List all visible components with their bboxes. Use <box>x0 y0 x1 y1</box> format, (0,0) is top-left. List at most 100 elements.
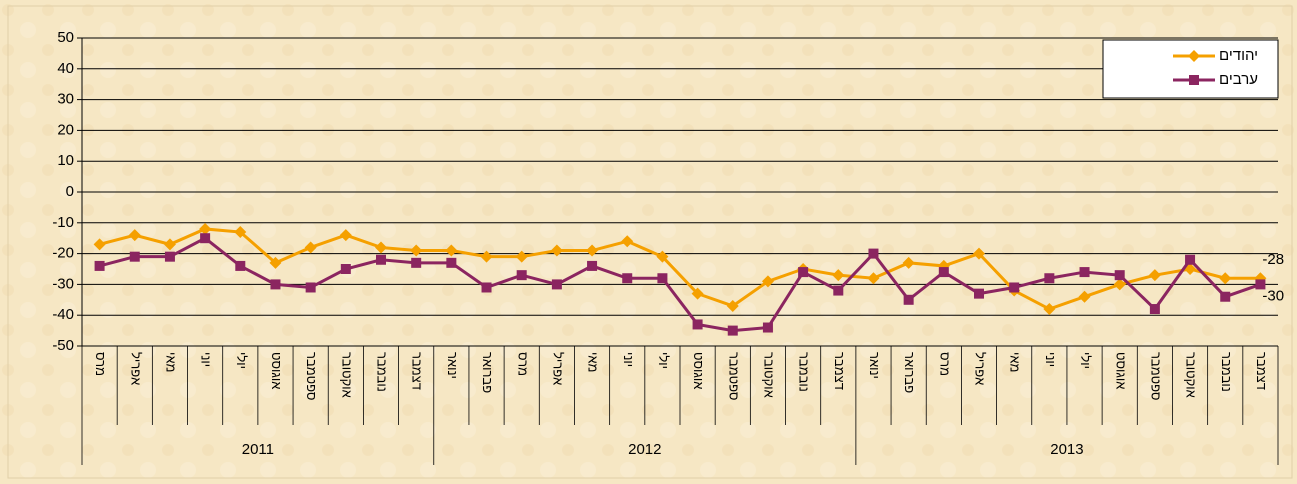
data-label: -28 <box>1262 251 1284 268</box>
data-point <box>305 282 316 293</box>
data-point <box>587 260 598 271</box>
legend: יהודים ערבים <box>1102 39 1279 99</box>
data-point <box>762 322 773 333</box>
x-tick-label: פברואר <box>902 352 917 393</box>
legend-box <box>1102 39 1279 99</box>
x-tick-label: אפריל <box>550 352 565 385</box>
x-tick-label: נובמבר <box>375 352 390 392</box>
data-point <box>1220 291 1231 302</box>
x-tick-label: ספטמבר <box>726 352 741 400</box>
data-point <box>234 226 247 239</box>
data-point <box>376 254 386 265</box>
y-tick-label: -30 <box>52 275 74 292</box>
data-label: -30 <box>1262 287 1284 304</box>
x-tick-label: נובמבר <box>1219 352 1234 392</box>
data-point <box>94 260 105 271</box>
data-point <box>1079 267 1090 278</box>
x-tick-label: אוקטובר <box>339 352 354 398</box>
x-tick-label: ספטמבר <box>1148 352 1163 400</box>
data-point <box>445 244 458 257</box>
y-tick-label: 50 <box>57 29 74 46</box>
y-tick-label: -50 <box>52 337 74 354</box>
data-point <box>833 285 844 296</box>
data-point <box>550 244 563 257</box>
data-point <box>164 251 175 262</box>
data-point <box>692 319 703 330</box>
x-tick-label: יוני <box>621 352 636 367</box>
data-point <box>832 269 845 282</box>
y-tick-label: 0 <box>66 183 74 200</box>
x-tick-label: דצמבר <box>1254 352 1269 390</box>
data-point <box>411 257 422 268</box>
x-tick-label: אוקטובר <box>762 352 777 398</box>
x-tick-label: נובמבר <box>797 352 812 392</box>
x-tick-label: אוקטובר <box>1184 352 1199 398</box>
x-tick-label: דצמבר <box>410 352 425 390</box>
data-point <box>657 273 668 284</box>
chart-border <box>7 5 1293 479</box>
x-tick-label: אוגוסט <box>1113 352 1128 389</box>
y-tick-label: -40 <box>52 306 74 323</box>
legend-label: יהודים <box>1219 47 1258 64</box>
data-point <box>481 282 492 293</box>
data-point <box>340 264 351 274</box>
data-point <box>1043 303 1056 316</box>
data-point <box>339 229 352 242</box>
data-point <box>1149 304 1160 315</box>
x-tick-label: ינואר <box>445 352 460 379</box>
year-label: 2011 <box>242 441 274 458</box>
data-point <box>200 233 211 244</box>
data-point <box>1114 270 1125 281</box>
data-point <box>1009 282 1020 293</box>
x-tick-label: מרס <box>937 352 952 376</box>
data-point <box>270 279 281 290</box>
y-tick-label: 40 <box>57 60 74 77</box>
x-tick-label: ספטמבר <box>304 352 319 400</box>
x-tick-label: יוני <box>1043 352 1058 367</box>
data-point <box>199 222 212 235</box>
data-point <box>93 238 106 251</box>
legend-label: ערבים <box>1219 71 1258 88</box>
data-point <box>867 272 880 285</box>
data-point <box>129 251 140 262</box>
x-tick-label: יולי <box>656 352 671 369</box>
data-point <box>798 267 809 278</box>
data-point <box>938 267 949 278</box>
data-point <box>761 275 774 288</box>
x-tick-label: מאי <box>164 352 179 372</box>
x-tick-label: אפריל <box>973 352 988 385</box>
data-point <box>656 250 669 263</box>
data-point <box>1255 279 1266 290</box>
year-label: 2013 <box>1050 441 1083 458</box>
series-line <box>99 236 1261 333</box>
x-tick-label: יולי <box>1078 352 1093 369</box>
data-point <box>726 299 739 312</box>
x-tick-label: אוגוסט <box>269 352 284 389</box>
data-point <box>163 238 176 251</box>
data-point <box>516 270 527 281</box>
y-tick-label: -10 <box>52 214 74 231</box>
x-tick-label: מרס <box>93 352 108 376</box>
data-point <box>586 244 599 257</box>
x-tick-label: מאי <box>586 352 601 372</box>
data-point <box>974 288 984 299</box>
data-point <box>235 260 246 271</box>
data-point <box>515 250 528 263</box>
data-point <box>1148 269 1161 282</box>
y-tick-label: 30 <box>57 91 74 108</box>
data-point <box>1078 290 1091 303</box>
data-point <box>903 294 914 305</box>
year-label: 2012 <box>628 441 661 458</box>
data-point <box>480 250 493 263</box>
x-tick-label: דצמבר <box>832 352 847 390</box>
x-tick-label: אוגוסט <box>691 352 706 389</box>
y-tick-label: 20 <box>57 121 74 138</box>
data-point <box>446 257 457 268</box>
data-point <box>868 248 879 259</box>
data-point <box>1044 273 1055 284</box>
x-tick-label: יוני <box>199 352 214 367</box>
y-tick-label: -20 <box>52 245 74 262</box>
x-tick-label: מרס <box>515 352 530 376</box>
